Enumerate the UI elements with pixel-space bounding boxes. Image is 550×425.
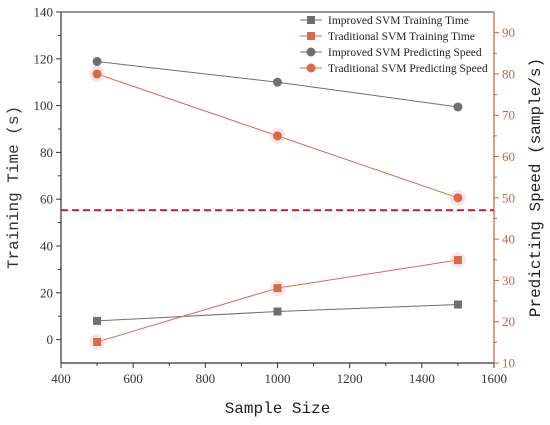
y-left-tick-label: 0 — [47, 332, 54, 347]
data-point — [453, 256, 462, 265]
series-4 — [89, 65, 466, 206]
y-left-tick-label: 40 — [40, 239, 53, 254]
x-tick-label: 1600 — [481, 371, 507, 386]
plot-area — [61, 11, 494, 212]
legend-label: Improved SVM Predicting Speed — [328, 47, 482, 59]
legend-marker — [306, 47, 316, 57]
y-right-tick-label: 90 — [502, 25, 515, 40]
x-tick-label: 1400 — [409, 371, 435, 386]
data-point — [273, 77, 282, 87]
y-right-tick-label: 10 — [502, 356, 515, 371]
data-point — [453, 193, 463, 203]
x-axis: 400 600 800 1000 1200 1400 1600 — [51, 362, 507, 386]
data-point — [93, 337, 102, 346]
x-tick-label: 1200 — [337, 371, 363, 386]
y-left-tick-label: 20 — [40, 285, 53, 300]
data-point — [273, 284, 282, 293]
y-axis-left-title: Training Time (s) — [5, 106, 23, 269]
y-right-tick-label: 20 — [502, 314, 515, 329]
y-right-tick-label: 50 — [502, 190, 515, 205]
x-axis-title: Sample Size — [225, 400, 331, 418]
y-left-tick-label: 100 — [34, 98, 54, 113]
data-point — [273, 131, 282, 141]
legend-marker — [307, 32, 315, 40]
series-layer — [89, 57, 466, 350]
series-3 — [92, 57, 463, 112]
y-axis-right: 10 20 30 40 50 60 70 80 90 — [493, 12, 515, 371]
legend-label: Traditional SVM Predicting Speed — [328, 63, 488, 75]
y-left-tick-label: 140 — [34, 5, 54, 20]
legend: Improved SVM Training Time Traditional SV… — [300, 15, 488, 75]
x-tick-label: 800 — [196, 371, 216, 386]
legend-marker — [306, 63, 316, 73]
x-tick-label: 400 — [51, 371, 71, 386]
legend-entry-1: Improved SVM Training Time — [300, 15, 469, 27]
legend-entry-2: Traditional SVM Training Time — [300, 31, 475, 43]
data-point — [92, 57, 102, 67]
legend-label: Improved SVM Training Time — [328, 15, 469, 27]
y-left-tick-label: 120 — [34, 51, 54, 66]
y-axis-left: 0 20 40 60 80 100 120 140 — [34, 5, 62, 363]
legend-label: Traditional SVM Training Time — [328, 31, 475, 43]
y-left-tick-label: 60 — [40, 192, 53, 207]
y-axis-right-title: Predicting Speed (sample/s) — [527, 58, 545, 317]
legend-marker — [307, 16, 315, 24]
series-2 — [89, 252, 466, 350]
data-point — [453, 300, 462, 309]
y-right-tick-label: 60 — [502, 149, 515, 164]
legend-entry-4: Traditional SVM Predicting Speed — [300, 63, 488, 75]
y-left-tick-label: 80 — [40, 145, 53, 160]
data-point — [92, 69, 102, 79]
series-1 — [93, 300, 462, 325]
y-right-tick-label: 30 — [502, 273, 515, 288]
series-line — [96, 259, 458, 343]
x-tick-label: 1000 — [265, 371, 291, 386]
y-right-tick-label: 80 — [502, 66, 515, 81]
y-right-tick-label: 40 — [502, 232, 515, 247]
data-point — [453, 102, 463, 112]
legend-entry-3: Improved SVM Predicting Speed — [300, 47, 482, 59]
data-point — [93, 316, 102, 325]
x-tick-label: 600 — [123, 371, 143, 386]
data-point — [273, 307, 282, 316]
y-right-tick-label: 70 — [502, 108, 515, 123]
